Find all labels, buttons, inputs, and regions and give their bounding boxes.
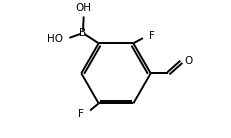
Text: F: F [78, 109, 84, 119]
Text: OH: OH [75, 3, 91, 13]
Text: B: B [79, 28, 86, 38]
Text: O: O [184, 56, 192, 66]
Text: HO: HO [47, 34, 63, 43]
Text: F: F [148, 31, 154, 41]
